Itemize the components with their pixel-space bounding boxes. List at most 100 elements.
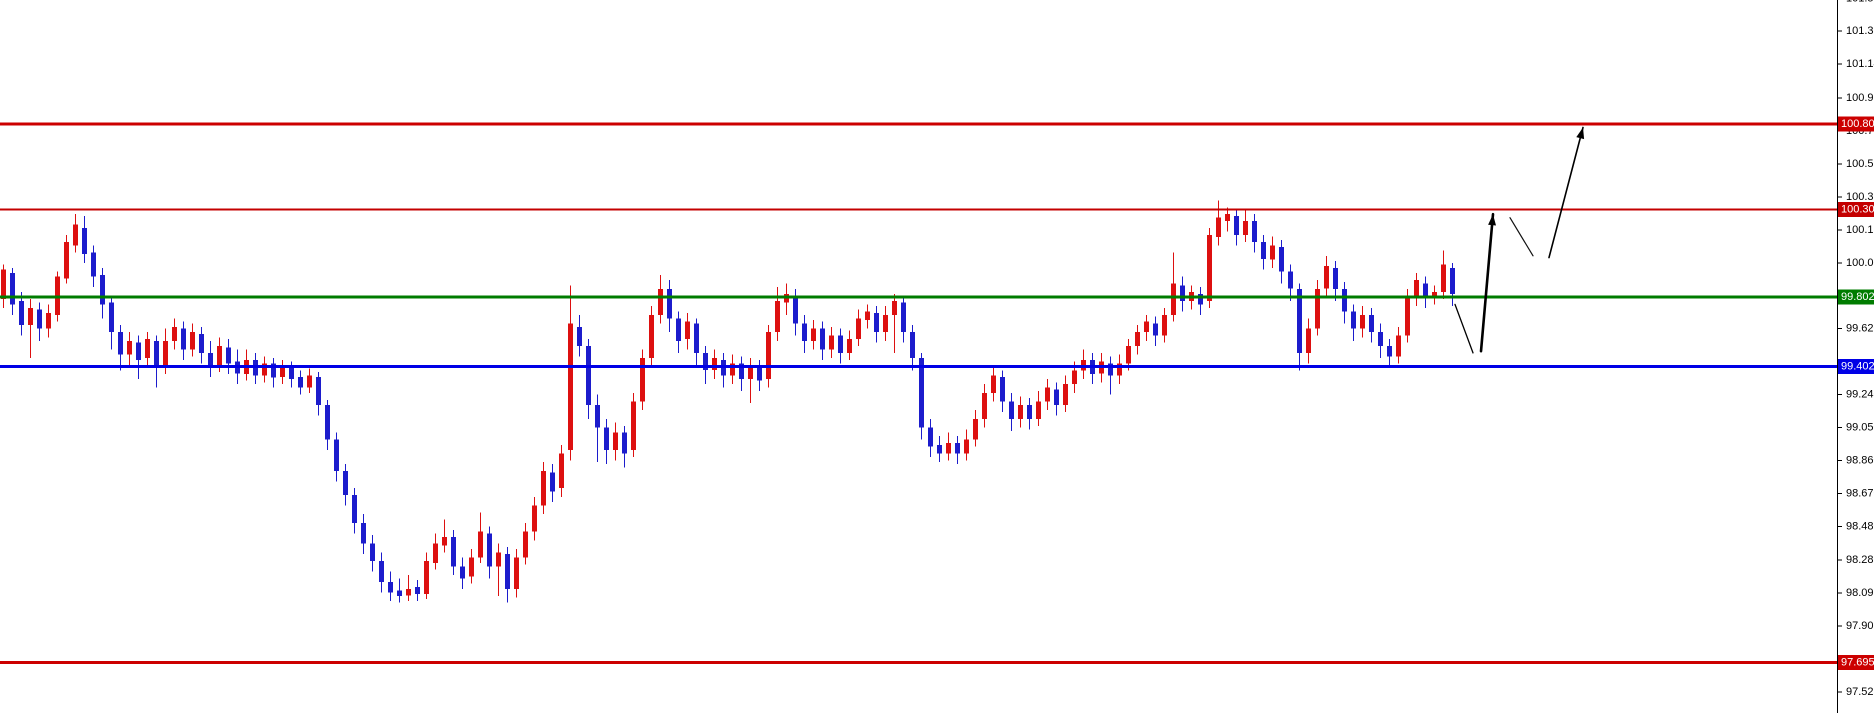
candle-body xyxy=(334,439,339,471)
candle-body xyxy=(127,340,132,355)
candle-body xyxy=(397,590,402,596)
candle-body xyxy=(595,405,600,428)
price-axis-tick-label: 98.095 xyxy=(1846,587,1874,599)
candle-body xyxy=(919,358,924,428)
candle-body xyxy=(487,533,492,567)
candle-body xyxy=(1414,280,1419,298)
candle-body xyxy=(226,347,231,364)
candle-body xyxy=(406,588,411,596)
candle-body xyxy=(541,470,546,506)
candle-body xyxy=(1045,387,1050,402)
candle-body xyxy=(496,552,501,567)
candle-body xyxy=(667,288,672,319)
up-arrow-1-head[interactable] xyxy=(1488,214,1496,226)
candle-body xyxy=(109,302,114,333)
candle-body xyxy=(1000,377,1005,402)
candle-body xyxy=(775,300,780,333)
candle-body xyxy=(316,377,321,405)
candle-body xyxy=(1234,215,1239,235)
up-arrow-1[interactable] xyxy=(1479,212,1495,353)
candle-body xyxy=(298,377,303,388)
candle-body xyxy=(1378,332,1383,346)
candle-body xyxy=(1207,235,1212,301)
candle-body xyxy=(10,273,15,305)
candle-body xyxy=(991,375,996,393)
candle-body xyxy=(523,531,528,558)
candle-body xyxy=(856,318,861,340)
candle-body xyxy=(64,241,69,279)
price-axis-tick-label: 99.050 xyxy=(1846,422,1874,434)
candle-body xyxy=(163,340,168,367)
candle-body xyxy=(514,557,519,589)
price-axis-tick-label: 100.190 xyxy=(1846,224,1874,236)
candle-body xyxy=(676,318,681,341)
price-level-badge-text: 99.802 xyxy=(1841,291,1874,303)
price-axis-tick-label: 98.480 xyxy=(1846,520,1874,532)
price-level-badge xyxy=(1838,655,1874,670)
candle-body xyxy=(325,405,330,440)
price-level-badge xyxy=(1838,116,1874,132)
price-level-badge-text: 100.307 xyxy=(1841,204,1874,216)
candle-body xyxy=(1036,401,1041,419)
candle-body xyxy=(640,358,645,402)
drawn-arrows-layer xyxy=(1454,126,1585,354)
candle-body xyxy=(622,432,627,454)
up-arrow-2[interactable] xyxy=(1548,126,1584,259)
candle-body xyxy=(145,339,150,359)
candle-body xyxy=(1117,363,1122,376)
candle-body xyxy=(154,340,159,367)
candle-body xyxy=(1171,283,1176,315)
candle-body xyxy=(793,295,798,324)
price-axis-tick-label: 99.620 xyxy=(1846,323,1874,335)
candle-body xyxy=(1279,247,1284,272)
candle-body xyxy=(1423,283,1428,298)
candle-body xyxy=(82,228,87,255)
candle-body xyxy=(199,333,204,353)
pullback-line-1[interactable] xyxy=(1454,303,1474,354)
price-level-badge xyxy=(1838,289,1874,305)
candle-body xyxy=(1387,346,1392,357)
candle-body xyxy=(838,335,843,353)
price-axis-tick-label: 101.145 xyxy=(1846,58,1874,70)
candle-body xyxy=(712,358,717,371)
candle-body xyxy=(757,366,762,381)
candle-body xyxy=(685,321,690,339)
candle-body xyxy=(379,561,384,582)
candle-body xyxy=(478,531,483,558)
price-axis-tick-label: 101.525 xyxy=(1846,0,1874,4)
candle-body xyxy=(748,366,753,379)
candle-body xyxy=(172,326,177,341)
candle-body xyxy=(73,224,78,246)
candle-body xyxy=(649,314,654,359)
candle-body xyxy=(937,444,942,454)
candle-body xyxy=(1360,314,1365,329)
candle-body xyxy=(217,346,222,366)
candle-body xyxy=(982,392,987,419)
candle-body xyxy=(469,557,474,577)
candle-body xyxy=(1450,268,1455,294)
candle-body xyxy=(1153,323,1158,336)
price-axis-tick-label: 97.905 xyxy=(1846,620,1874,632)
candle-body xyxy=(415,587,420,594)
candle-body xyxy=(955,443,960,454)
up-arrow-2-head[interactable] xyxy=(1576,127,1585,140)
candle-body xyxy=(703,352,708,371)
pullback-line-2[interactable] xyxy=(1509,217,1534,257)
price-axis-tick-label: 100.950 xyxy=(1846,92,1874,104)
candle-body xyxy=(820,328,825,350)
candle-body xyxy=(892,300,897,315)
price-level-badge-text: 97.695 xyxy=(1841,657,1874,669)
price-axis-tick-label: 98.670 xyxy=(1846,487,1874,499)
candle-body xyxy=(550,472,555,492)
price-axis-tick-label: 100.380 xyxy=(1846,191,1874,203)
candle-body xyxy=(1018,405,1023,419)
price-level-badge xyxy=(1838,359,1874,374)
price-axis-tick-label: 100.570 xyxy=(1846,158,1874,170)
candle-body xyxy=(451,536,456,567)
candle-body xyxy=(739,363,744,379)
candle-body xyxy=(1162,314,1167,336)
candle-body xyxy=(1252,221,1257,242)
candle-body xyxy=(1,269,6,300)
